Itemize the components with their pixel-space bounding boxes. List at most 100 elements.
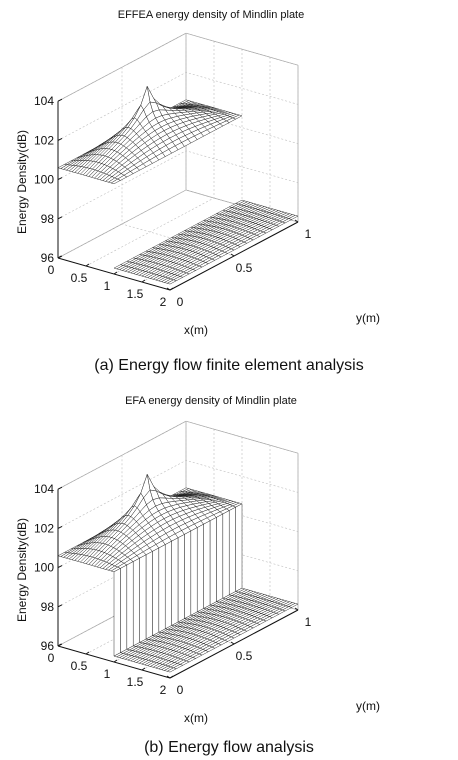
surface-cell bbox=[171, 537, 179, 626]
y-tick-label: 0.5 bbox=[236, 649, 253, 663]
gridline bbox=[57, 72, 299, 141]
tick-mark bbox=[166, 675, 171, 679]
gridline bbox=[57, 460, 299, 529]
z-axis-label: Energy Density(dB) bbox=[15, 518, 29, 622]
y-tick-label: 0 bbox=[177, 683, 184, 697]
surface-cell bbox=[132, 557, 140, 647]
tick-mark bbox=[169, 675, 174, 679]
z-tick-label: 100 bbox=[34, 561, 54, 575]
x-tick-label: 0.5 bbox=[71, 659, 88, 673]
z-tick-label: 102 bbox=[34, 521, 54, 535]
surface-cell bbox=[158, 544, 166, 633]
surface-cell bbox=[145, 551, 153, 640]
z-tick-label: 104 bbox=[34, 94, 54, 108]
surface-cell bbox=[228, 506, 236, 596]
tick-mark bbox=[294, 607, 299, 611]
y-axis-label: y(m) bbox=[356, 311, 380, 325]
figure-caption: (a) Energy flow finite element analysis bbox=[94, 357, 363, 374]
surface-cell bbox=[166, 279, 177, 285]
axes-lines bbox=[57, 486, 299, 679]
figure-caption: (b) Energy flow analysis bbox=[144, 739, 314, 756]
tick-mark bbox=[141, 667, 146, 671]
box-edge bbox=[185, 32, 299, 66]
chart-title: EFFEA energy density of Mindlin plate bbox=[118, 9, 304, 21]
x-tick-label: 2 bbox=[160, 295, 167, 309]
x-axis-label: x(m) bbox=[184, 323, 208, 337]
x-tick-label: 0 bbox=[48, 263, 55, 277]
surface-cell bbox=[120, 564, 128, 653]
surface-cell bbox=[139, 554, 147, 643]
surface-cell bbox=[110, 178, 121, 185]
axes-lines bbox=[57, 98, 299, 291]
tick-mark bbox=[57, 604, 63, 608]
z-tick-label: 100 bbox=[34, 173, 54, 187]
x-axis-label: x(m) bbox=[184, 711, 208, 725]
y-tick-label: 0.5 bbox=[236, 261, 253, 275]
tick-mark bbox=[57, 98, 63, 102]
tick-mark bbox=[57, 255, 62, 259]
tick-mark bbox=[57, 565, 63, 569]
x-tick-label: 1.5 bbox=[127, 287, 144, 301]
tick-mark bbox=[57, 643, 62, 647]
tick-mark bbox=[166, 287, 171, 291]
y-tick-label: 1 bbox=[305, 615, 312, 629]
surface-cell bbox=[152, 547, 160, 636]
tick-mark bbox=[113, 659, 118, 663]
z-axis-label: Energy Density(dB) bbox=[15, 130, 29, 234]
gridline bbox=[185, 33, 299, 223]
tick-mark bbox=[57, 137, 63, 141]
surface-cell bbox=[235, 503, 243, 592]
tick-mark bbox=[169, 287, 174, 291]
surface-cell bbox=[203, 520, 211, 609]
tick-mark bbox=[57, 525, 63, 529]
tick-mark bbox=[57, 486, 63, 490]
surface-cell bbox=[190, 527, 198, 616]
x-tick-label: 1 bbox=[104, 279, 111, 293]
tick-mark bbox=[294, 219, 299, 223]
surface-plot bbox=[57, 474, 299, 673]
surface-cell bbox=[196, 523, 204, 613]
tick-mark bbox=[230, 253, 235, 257]
surface-cell bbox=[222, 510, 230, 599]
surface-cell bbox=[126, 561, 134, 650]
x-tick-label: 0.5 bbox=[71, 271, 88, 285]
z-tick-label: 98 bbox=[41, 212, 55, 226]
surface-cell bbox=[216, 513, 224, 602]
z-tick-label: 104 bbox=[34, 482, 54, 496]
tick-mark bbox=[85, 651, 90, 655]
gridline bbox=[57, 32, 299, 102]
x-tick-label: 0 bbox=[48, 651, 55, 665]
surface-cell bbox=[184, 530, 192, 619]
tick-mark bbox=[57, 177, 63, 181]
tick-mark bbox=[113, 271, 118, 275]
tick-mark bbox=[85, 263, 90, 267]
y-tick-label: 0 bbox=[177, 295, 184, 309]
gridline bbox=[57, 420, 299, 490]
tick-mark bbox=[230, 641, 235, 645]
z-tick-label: 96 bbox=[41, 251, 55, 265]
x-tick-label: 1 bbox=[104, 667, 111, 681]
axis-line bbox=[169, 221, 299, 291]
surface-cell bbox=[209, 517, 217, 606]
tick-mark bbox=[141, 279, 146, 283]
chart-panel-b: EFA energy density of Mindlin plate 96 98… bbox=[15, 395, 380, 756]
surface-cell bbox=[177, 534, 185, 623]
gridline bbox=[121, 67, 235, 257]
chart-panel-a: EFFEA energy density of Mindlin plate 96… bbox=[15, 9, 380, 374]
chart-title: EFA energy density of Mindlin plate bbox=[125, 395, 297, 407]
z-tick-label: 96 bbox=[41, 639, 55, 653]
tick-mark bbox=[57, 216, 63, 220]
surface-cell bbox=[164, 540, 172, 630]
x-tick-label: 2 bbox=[160, 683, 167, 697]
z-tick-label: 98 bbox=[41, 600, 55, 614]
surface-plot bbox=[57, 86, 299, 285]
z-tick-label: 102 bbox=[34, 133, 54, 147]
surface-cell bbox=[113, 568, 121, 657]
x-tick-label: 1.5 bbox=[127, 675, 144, 689]
surface-cell bbox=[166, 667, 177, 673]
y-tick-label: 1 bbox=[305, 227, 312, 241]
y-axis-label: y(m) bbox=[356, 699, 380, 713]
